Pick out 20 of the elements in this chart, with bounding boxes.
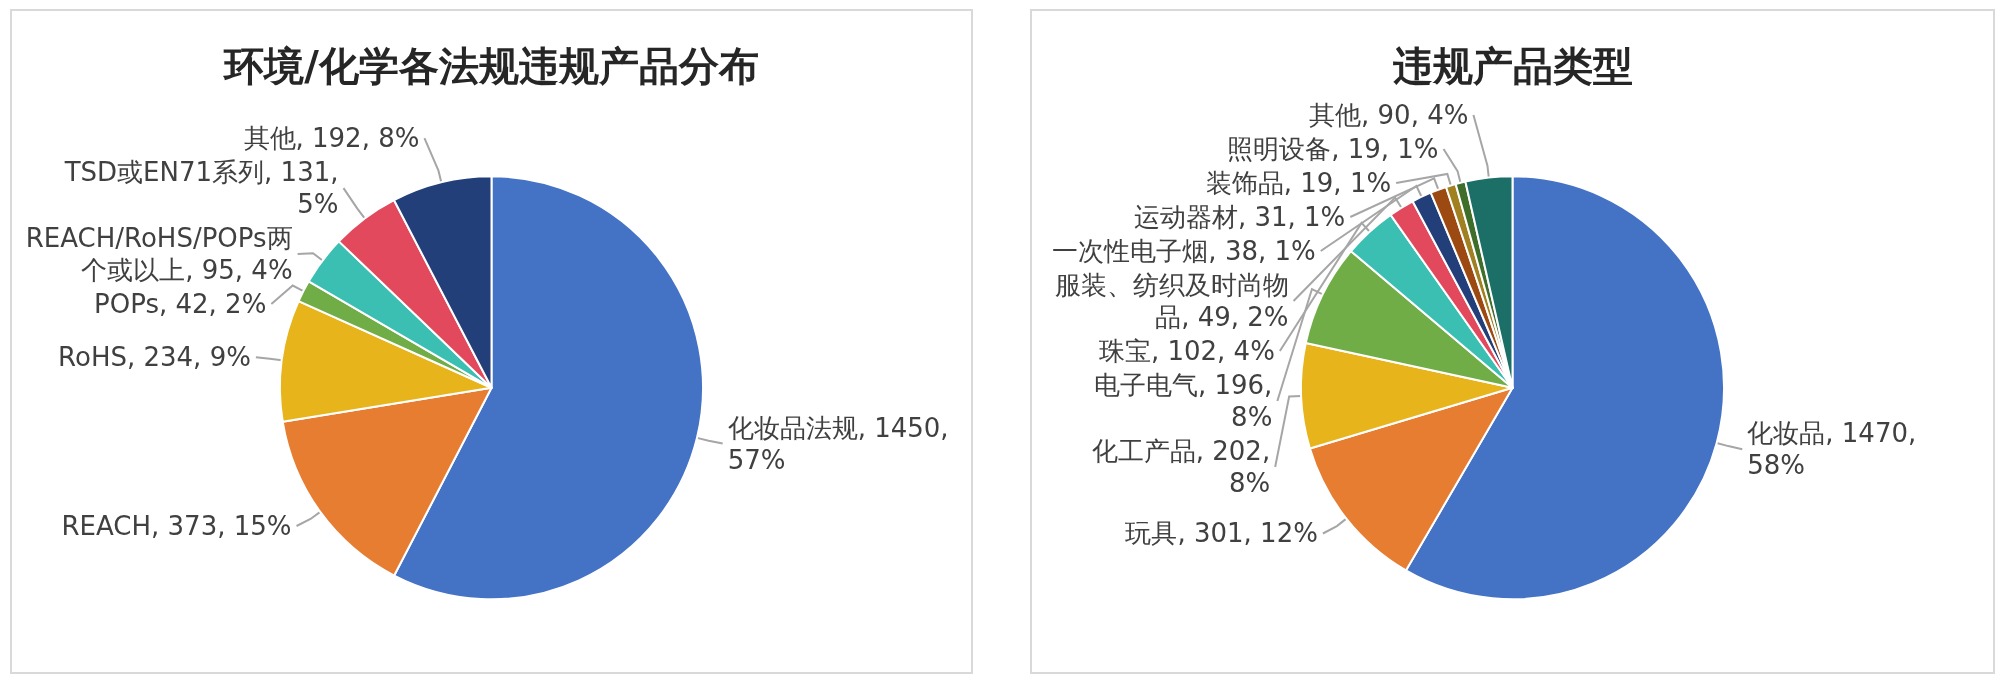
slice-label: 玩具, 301, 12%	[1125, 518, 1318, 549]
slice-label: 照明设备, 19, 1%	[1227, 134, 1439, 164]
slice-label: 化工产品, 202, 8%	[1091, 436, 1271, 498]
slice-label: 化妆品, 1470, 58%	[1747, 418, 1917, 481]
slice-label: REACH, 373, 15%	[61, 510, 292, 541]
slice-label: RoHS, 234, 9%	[58, 342, 251, 373]
slice-label: 其他, 90, 4%	[1309, 100, 1469, 130]
slice-label: 一次性电子烟, 38, 1%	[1052, 236, 1316, 266]
chart-title: 违规产品类型	[1392, 43, 1633, 89]
slice-label: 服装、纺织及时尚物品, 49, 2%	[1054, 270, 1289, 332]
slice-label: 电子电气, 196, 8%	[1093, 370, 1273, 432]
slice-label: 其他, 192, 8%	[243, 123, 420, 154]
slice-label: REACH/RoHS/POPs两个或以上, 95, 4%	[25, 223, 293, 286]
slice-label: TSD或EN71系列, 131, 5%	[63, 157, 339, 220]
chart-title: 环境/化学各法规违规产品分布	[222, 43, 759, 89]
slice-label: 珠宝, 102, 4%	[1098, 336, 1275, 366]
slice-label: 运动器材, 31, 1%	[1133, 202, 1346, 232]
slice-label: POPs, 42, 2%	[94, 289, 267, 320]
slice-label: 化妆品法规, 1450, 57%	[727, 412, 949, 475]
slice-label: 装饰品, 19, 1%	[1205, 168, 1392, 198]
